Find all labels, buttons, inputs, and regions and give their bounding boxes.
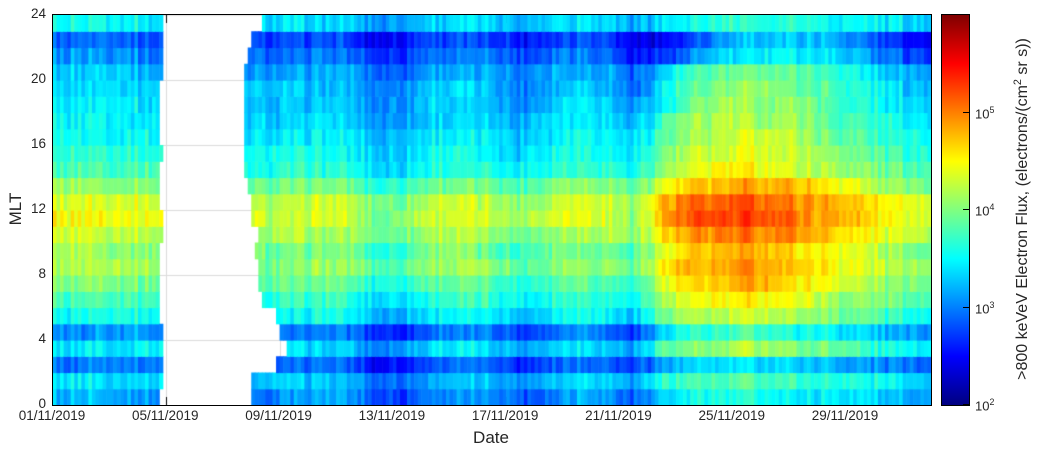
x-tick-label: 21/11/2019 — [585, 408, 652, 423]
x-tick-label: 01/11/2019 — [18, 408, 86, 423]
x-axis-label: Date — [473, 428, 509, 447]
x-tick-label: 25/11/2019 — [698, 408, 766, 423]
x-tick-label: 29/11/2019 — [811, 408, 879, 423]
colorbar-tick-label: 104 — [975, 202, 995, 219]
y-tick-label: 8 — [38, 266, 46, 281]
colorbar-tick-label: 102 — [975, 397, 995, 414]
y-tick-label: 24 — [30, 6, 46, 21]
plot-area — [52, 14, 932, 406]
y-tick-label: 12 — [30, 201, 46, 216]
colorbar-tick-mark — [963, 209, 969, 210]
colorbar-unit-label-pre: >800 keVeV Electron Flux, (electrons/(cm — [1014, 85, 1032, 380]
colorbar-tick-mark — [963, 307, 969, 308]
y-tick-label: 0 — [38, 396, 46, 411]
colorbar-tick-label: 105 — [975, 104, 995, 121]
y-tick-label: 20 — [30, 71, 46, 86]
x-tick-label: 13/11/2019 — [358, 408, 426, 423]
x-tick-label: 09/11/2019 — [245, 408, 312, 423]
colorbar-unit-label-sup: 2 — [1011, 79, 1024, 86]
y-tick-label: 16 — [30, 136, 46, 151]
heatmap-canvas — [53, 15, 931, 405]
colorbar — [941, 14, 970, 406]
colorbar-tick-mark — [963, 404, 969, 405]
colorbar-unit-label-post: sr s)) — [1014, 38, 1032, 80]
colorbar-tick-mark — [963, 112, 969, 113]
colorbar-unit-label: >800 keVeV Electron Flux, (electrons/(cm… — [1012, 38, 1032, 380]
y-tick-label: 4 — [38, 331, 46, 346]
x-tick-label: 17/11/2019 — [471, 408, 539, 423]
x-tick-label: 05/11/2019 — [131, 408, 199, 423]
colorbar-tick-label: 103 — [975, 299, 995, 316]
